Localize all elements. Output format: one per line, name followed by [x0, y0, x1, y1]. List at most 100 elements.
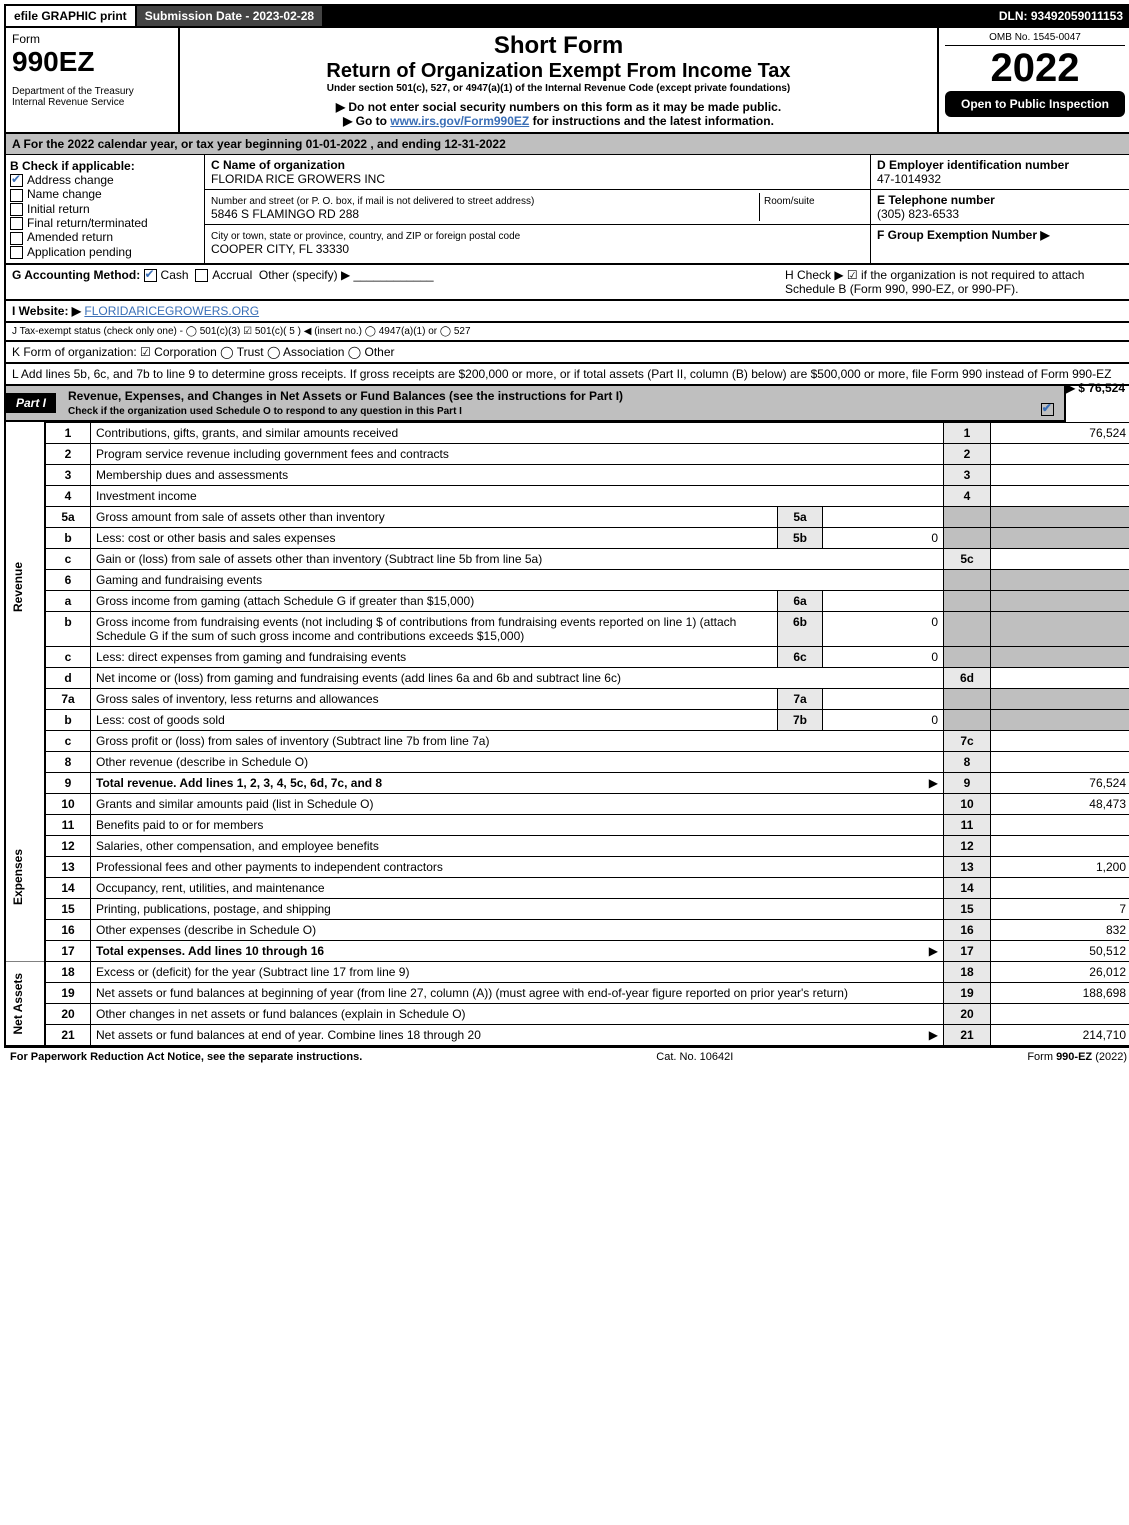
line-text: Excess or (deficit) for the year (Subtra…	[91, 961, 944, 982]
line-num: 20	[45, 1003, 91, 1024]
line-box: 2	[944, 443, 991, 464]
inner-amount: 0	[823, 527, 944, 548]
line-amount: 7	[991, 898, 1129, 919]
ein-value: 47-1014932	[877, 172, 941, 186]
line-amount: 76,524	[991, 422, 1129, 443]
line-num: 8	[45, 751, 91, 772]
line-num: d	[45, 667, 91, 688]
subtitle: Under section 501(c), 527, or 4947(a)(1)…	[186, 83, 931, 94]
chk-schedule-o[interactable]	[1041, 403, 1054, 416]
line-amount: 50,512	[991, 940, 1129, 961]
line-box: 5c	[944, 548, 991, 569]
side-blank	[5, 751, 45, 793]
line-num: 14	[45, 877, 91, 898]
l-text: L Add lines 5b, 6c, and 7b to line 9 to …	[12, 367, 1111, 381]
chk-application-pending[interactable]	[10, 246, 23, 259]
irs-link[interactable]: www.irs.gov/Form990EZ	[390, 114, 529, 128]
line-text: Professional fees and other payments to …	[91, 856, 944, 877]
line-num: 3	[45, 464, 91, 485]
line-text: Less: cost of goods sold	[91, 709, 778, 730]
shaded-cell	[991, 646, 1129, 667]
chk-address-change[interactable]	[10, 174, 23, 187]
line-amount: 76,524	[991, 772, 1129, 793]
shaded-cell	[991, 590, 1129, 611]
shaded-cell	[944, 569, 991, 590]
line-num: 17	[45, 940, 91, 961]
shaded-cell	[991, 611, 1129, 646]
form-header: Form 990EZ Department of the Treasury In…	[4, 28, 1129, 134]
shaded-cell	[944, 506, 991, 527]
line-amount	[991, 1003, 1129, 1024]
chk-amended-return[interactable]	[10, 232, 23, 245]
line-box: 4	[944, 485, 991, 506]
line-box: 12	[944, 835, 991, 856]
omb-number: OMB No. 1545-0047	[945, 32, 1125, 46]
line-num: 16	[45, 919, 91, 940]
room-label: Room/suite	[764, 196, 815, 207]
shaded-cell	[944, 527, 991, 548]
line-text: Benefits paid to or for members	[91, 814, 944, 835]
line-box: 13	[944, 856, 991, 877]
line-text: Other revenue (describe in Schedule O)	[91, 751, 944, 772]
line-text: Grants and similar amounts paid (list in…	[91, 793, 944, 814]
line-text: Salaries, other compensation, and employ…	[91, 835, 944, 856]
lbl-other-method: Other (specify) ▶	[259, 268, 350, 282]
form-number: 990EZ	[12, 46, 172, 78]
chk-name-change[interactable]	[10, 189, 23, 202]
chk-cash[interactable]	[144, 269, 157, 282]
i-label: I Website: ▶	[12, 304, 81, 318]
line-amount	[991, 835, 1129, 856]
line-text: Gross income from fundraising events (no…	[91, 611, 778, 646]
e-label: E Telephone number	[877, 193, 995, 207]
line-text: Gaming and fundraising events	[91, 569, 944, 590]
line-num: b	[45, 611, 91, 646]
line-text: Net assets or fund balances at beginning…	[91, 982, 944, 1003]
phone-value: (305) 823-6533	[877, 207, 959, 221]
line-amount	[991, 730, 1129, 751]
inner-box: 7b	[778, 709, 823, 730]
line-num: 4	[45, 485, 91, 506]
lbl-name-change: Name change	[27, 187, 102, 201]
line-box: 7c	[944, 730, 991, 751]
section-bcdef: B Check if applicable: Address change Na…	[4, 155, 1129, 265]
line-num: 21	[45, 1024, 91, 1046]
side-net-assets: Net Assets	[5, 961, 45, 1046]
line-num: 18	[45, 961, 91, 982]
line-amount	[991, 443, 1129, 464]
submission-date: Submission Date - 2023-02-28	[137, 6, 324, 26]
line-num: 7a	[45, 688, 91, 709]
lbl-final-return: Final return/terminated	[27, 216, 148, 230]
line-amount: 48,473	[991, 793, 1129, 814]
line-text: Less: direct expenses from gaming and fu…	[91, 646, 778, 667]
line-text: Occupancy, rent, utilities, and maintena…	[91, 877, 944, 898]
part-i-check: Check if the organization used Schedule …	[68, 406, 462, 417]
line-box: 21	[944, 1024, 991, 1046]
line-text: Gross income from gaming (attach Schedul…	[91, 590, 778, 611]
city-label: City or town, state or province, country…	[211, 231, 520, 242]
inner-amount	[823, 688, 944, 709]
side-revenue: Revenue	[5, 422, 45, 751]
line-num: c	[45, 548, 91, 569]
inner-box: 5b	[778, 527, 823, 548]
line-amount	[991, 485, 1129, 506]
lbl-cash: Cash	[161, 268, 189, 282]
inner-amount: 0	[823, 646, 944, 667]
chk-accrual[interactable]	[195, 269, 208, 282]
line-text: Gross sales of inventory, less returns a…	[91, 688, 778, 709]
line-amount: 188,698	[991, 982, 1129, 1003]
tax-year: 2022	[945, 46, 1125, 91]
line-num: 15	[45, 898, 91, 919]
line-box: 8	[944, 751, 991, 772]
chk-final-return[interactable]	[10, 217, 23, 230]
line-amount	[991, 464, 1129, 485]
lbl-initial-return: Initial return	[27, 202, 90, 216]
line-text: Less: cost or other basis and sales expe…	[91, 527, 778, 548]
chk-initial-return[interactable]	[10, 203, 23, 216]
line-num: c	[45, 646, 91, 667]
line-box: 19	[944, 982, 991, 1003]
inner-amount	[823, 590, 944, 611]
website-link[interactable]: FLORIDARICEGROWERS.ORG	[84, 304, 259, 318]
line-num: 10	[45, 793, 91, 814]
c-label: C Name of organization	[211, 158, 345, 172]
side-expenses: Expenses	[5, 793, 45, 961]
